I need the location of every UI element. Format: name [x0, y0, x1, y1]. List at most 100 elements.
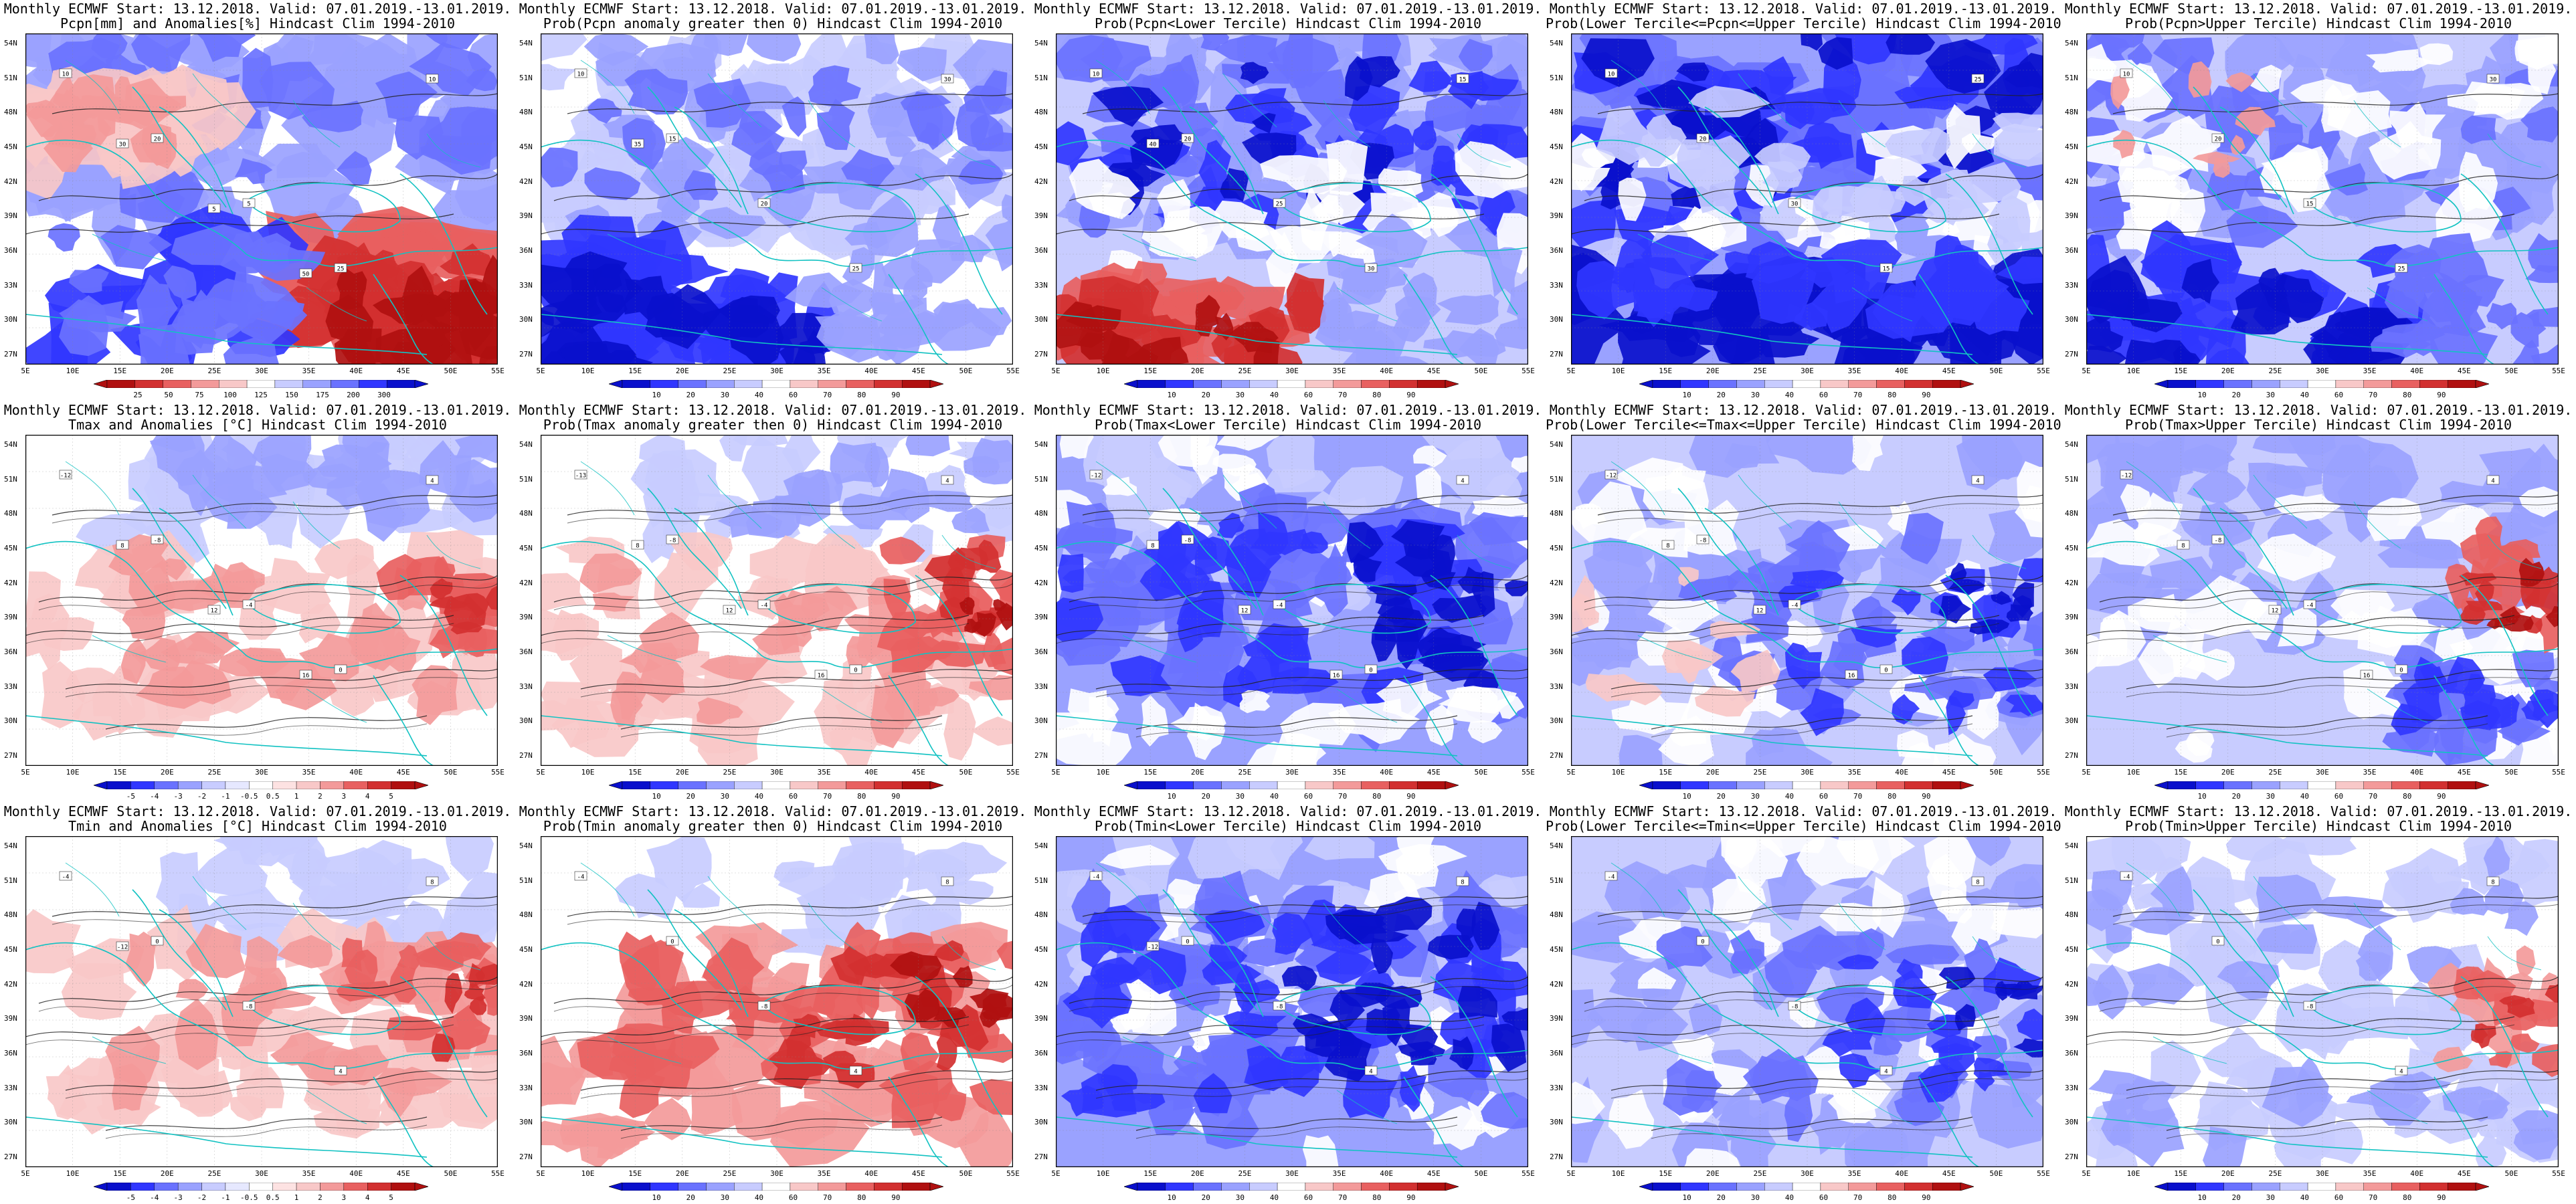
contour-label: 50 — [302, 272, 310, 278]
colorbar-tick-label: 40 — [1784, 391, 1795, 399]
lat-tick-label: 36N — [1034, 647, 1048, 656]
lon-tick-label: 55E — [491, 367, 504, 375]
map-panel: Monthly ECMWF Start: 13.12.2018. Valid: … — [1546, 0, 2061, 401]
colorbar-tick-label: 80 — [857, 1193, 866, 1202]
colorbar-tick-label: 30 — [1750, 391, 1760, 399]
lat-tick-label: 42N — [1034, 578, 1048, 587]
lon-tick-label: 25E — [723, 768, 737, 777]
colorbar-tick-label: -1 — [221, 1193, 230, 1202]
lat-tick-label: 36N — [4, 1049, 17, 1058]
colorbar-tick-label: 10 — [1167, 792, 1176, 801]
contour-label: 30 — [2490, 77, 2497, 84]
lon-tick-label: 35E — [302, 1169, 316, 1178]
panel-title-line1: Monthly ECMWF Start: 13.12.2018. Valid: … — [519, 803, 1027, 819]
lat-tick-label: 30N — [4, 716, 17, 726]
lat-tick-label: 36N — [1034, 1049, 1048, 1058]
lat-tick-label: 48N — [2065, 910, 2078, 920]
lon-tick-label: 10E — [2126, 1169, 2140, 1178]
colorbar-tick-label: 175 — [316, 391, 329, 399]
lat-tick-label: 33N — [1034, 280, 1048, 290]
colorbar-tick-label: 40 — [754, 1193, 764, 1202]
colorbar — [609, 781, 943, 789]
contour-label: -12 — [1147, 944, 1158, 951]
contour-label: 40 — [1149, 142, 1157, 148]
contour-label: -8 — [1791, 1004, 1799, 1011]
lat-tick-label: 54N — [1550, 39, 1563, 47]
colorbar-tick-label: 80 — [1372, 1193, 1382, 1202]
lon-tick-label: 25E — [1238, 768, 1252, 777]
colorbar-tick-label: 10 — [1682, 391, 1691, 399]
lon-tick-label: 55E — [1522, 768, 1535, 777]
colorbar-tick-label: 200 — [347, 391, 360, 399]
panel-title-line2: Prob(Tmax<Lower Tercile) Hindcast Clim 1… — [1095, 417, 1481, 433]
colorbar-tick-label: 20 — [1201, 792, 1210, 801]
lon-tick-label: 50E — [1474, 1169, 1488, 1178]
colorbar-tick-label: 90 — [1922, 391, 1931, 399]
lat-tick-label: 36N — [519, 1049, 533, 1058]
lon-tick-label: 25E — [1753, 367, 1767, 375]
contour-label: -4 — [1791, 603, 1799, 609]
forecast-map: -12 -8 -4 0 4 8 12 16 — [1571, 435, 2043, 766]
colorbar-tick-label: 20 — [686, 1193, 695, 1202]
lat-tick-label: 36N — [1550, 647, 1563, 656]
lat-tick-label: 33N — [2065, 682, 2078, 691]
contour-label: 25 — [1974, 77, 1982, 84]
lon-tick-label: 5E — [2082, 367, 2091, 375]
colorbar-tick-label: 10 — [1167, 391, 1176, 399]
colorbar-tick-label: 90 — [891, 792, 901, 801]
lon-tick-label: 50E — [444, 1169, 458, 1178]
lon-tick-label: 30E — [255, 367, 268, 375]
colorbar-tick-label: 10 — [2197, 391, 2207, 399]
lat-tick-label: 54N — [519, 39, 533, 47]
lat-tick-label: 33N — [1550, 1083, 1563, 1092]
contour-label: 4 — [1976, 478, 1979, 485]
lon-tick-label: 20E — [1706, 367, 1720, 375]
map-panel: Monthly ECMWF Start: 13.12.2018. Valid: … — [2061, 401, 2576, 803]
colorbar-tick-label: 40 — [2300, 1193, 2310, 1202]
contour-label: 8 — [1666, 543, 1669, 550]
lon-tick-label: 35E — [817, 367, 831, 375]
lat-tick-label: 45N — [2065, 945, 2078, 954]
lon-tick-label: 50E — [2504, 1169, 2518, 1178]
lon-tick-label: 10E — [1611, 367, 1625, 375]
lon-tick-label: 30E — [2316, 768, 2329, 777]
lon-tick-label: 15E — [113, 768, 127, 777]
panel-title-line2: Prob(Pcpn anomaly greater then 0) Hindca… — [543, 15, 1003, 31]
colorbar-tick-label: 80 — [2403, 391, 2412, 399]
lon-tick-label: 50E — [1989, 1169, 2003, 1178]
contour-label: 25 — [337, 266, 345, 273]
lat-tick-label: 51N — [1034, 474, 1048, 484]
lon-tick-label: 45E — [911, 768, 925, 777]
lon-tick-label: 15E — [628, 367, 642, 375]
lon-tick-label: 10E — [1096, 768, 1110, 777]
lat-tick-label: 51N — [2065, 474, 2078, 484]
colorbar-tick-label: 80 — [857, 792, 866, 801]
lon-tick-label: 15E — [628, 768, 642, 777]
colorbar — [2154, 781, 2489, 789]
lon-tick-label: 50E — [1474, 768, 1488, 777]
contour-label: -8 — [154, 538, 161, 544]
lon-tick-label: 40E — [349, 768, 363, 777]
colorbar-tick-label: 70 — [2369, 1193, 2378, 1202]
colorbar-tick-label: 60 — [788, 1193, 798, 1202]
lon-tick-label: 20E — [1190, 367, 1204, 375]
colorbar-tick-label: 3 — [341, 792, 347, 801]
lat-tick-label: 30N — [4, 315, 17, 324]
colorbar-tick-label: 10 — [2197, 792, 2207, 801]
lon-tick-label: 20E — [1190, 768, 1204, 777]
contour-label: 30 — [1368, 266, 1375, 273]
lat-tick-label: 45N — [519, 945, 533, 954]
contour-label: -4 — [1608, 874, 1615, 881]
panel-title-line1: Monthly ECMWF Start: 13.12.2018. Valid: … — [1034, 402, 1542, 418]
contour-label: 0 — [1701, 939, 1704, 946]
colorbar-tick-label: 60 — [1303, 391, 1313, 399]
lon-tick-label: 30E — [1285, 367, 1299, 375]
contour-label: 4 — [430, 478, 434, 485]
lon-tick-label: 20E — [1706, 768, 1720, 777]
lon-tick-label: 45E — [1427, 367, 1441, 375]
lon-tick-label: 40E — [2410, 768, 2424, 777]
colorbar-tick-label: 30 — [2266, 1193, 2275, 1202]
colorbar — [2154, 1183, 2489, 1191]
colorbar-tick-label: 20 — [1201, 391, 1210, 399]
lat-tick-label: 51N — [4, 474, 17, 484]
